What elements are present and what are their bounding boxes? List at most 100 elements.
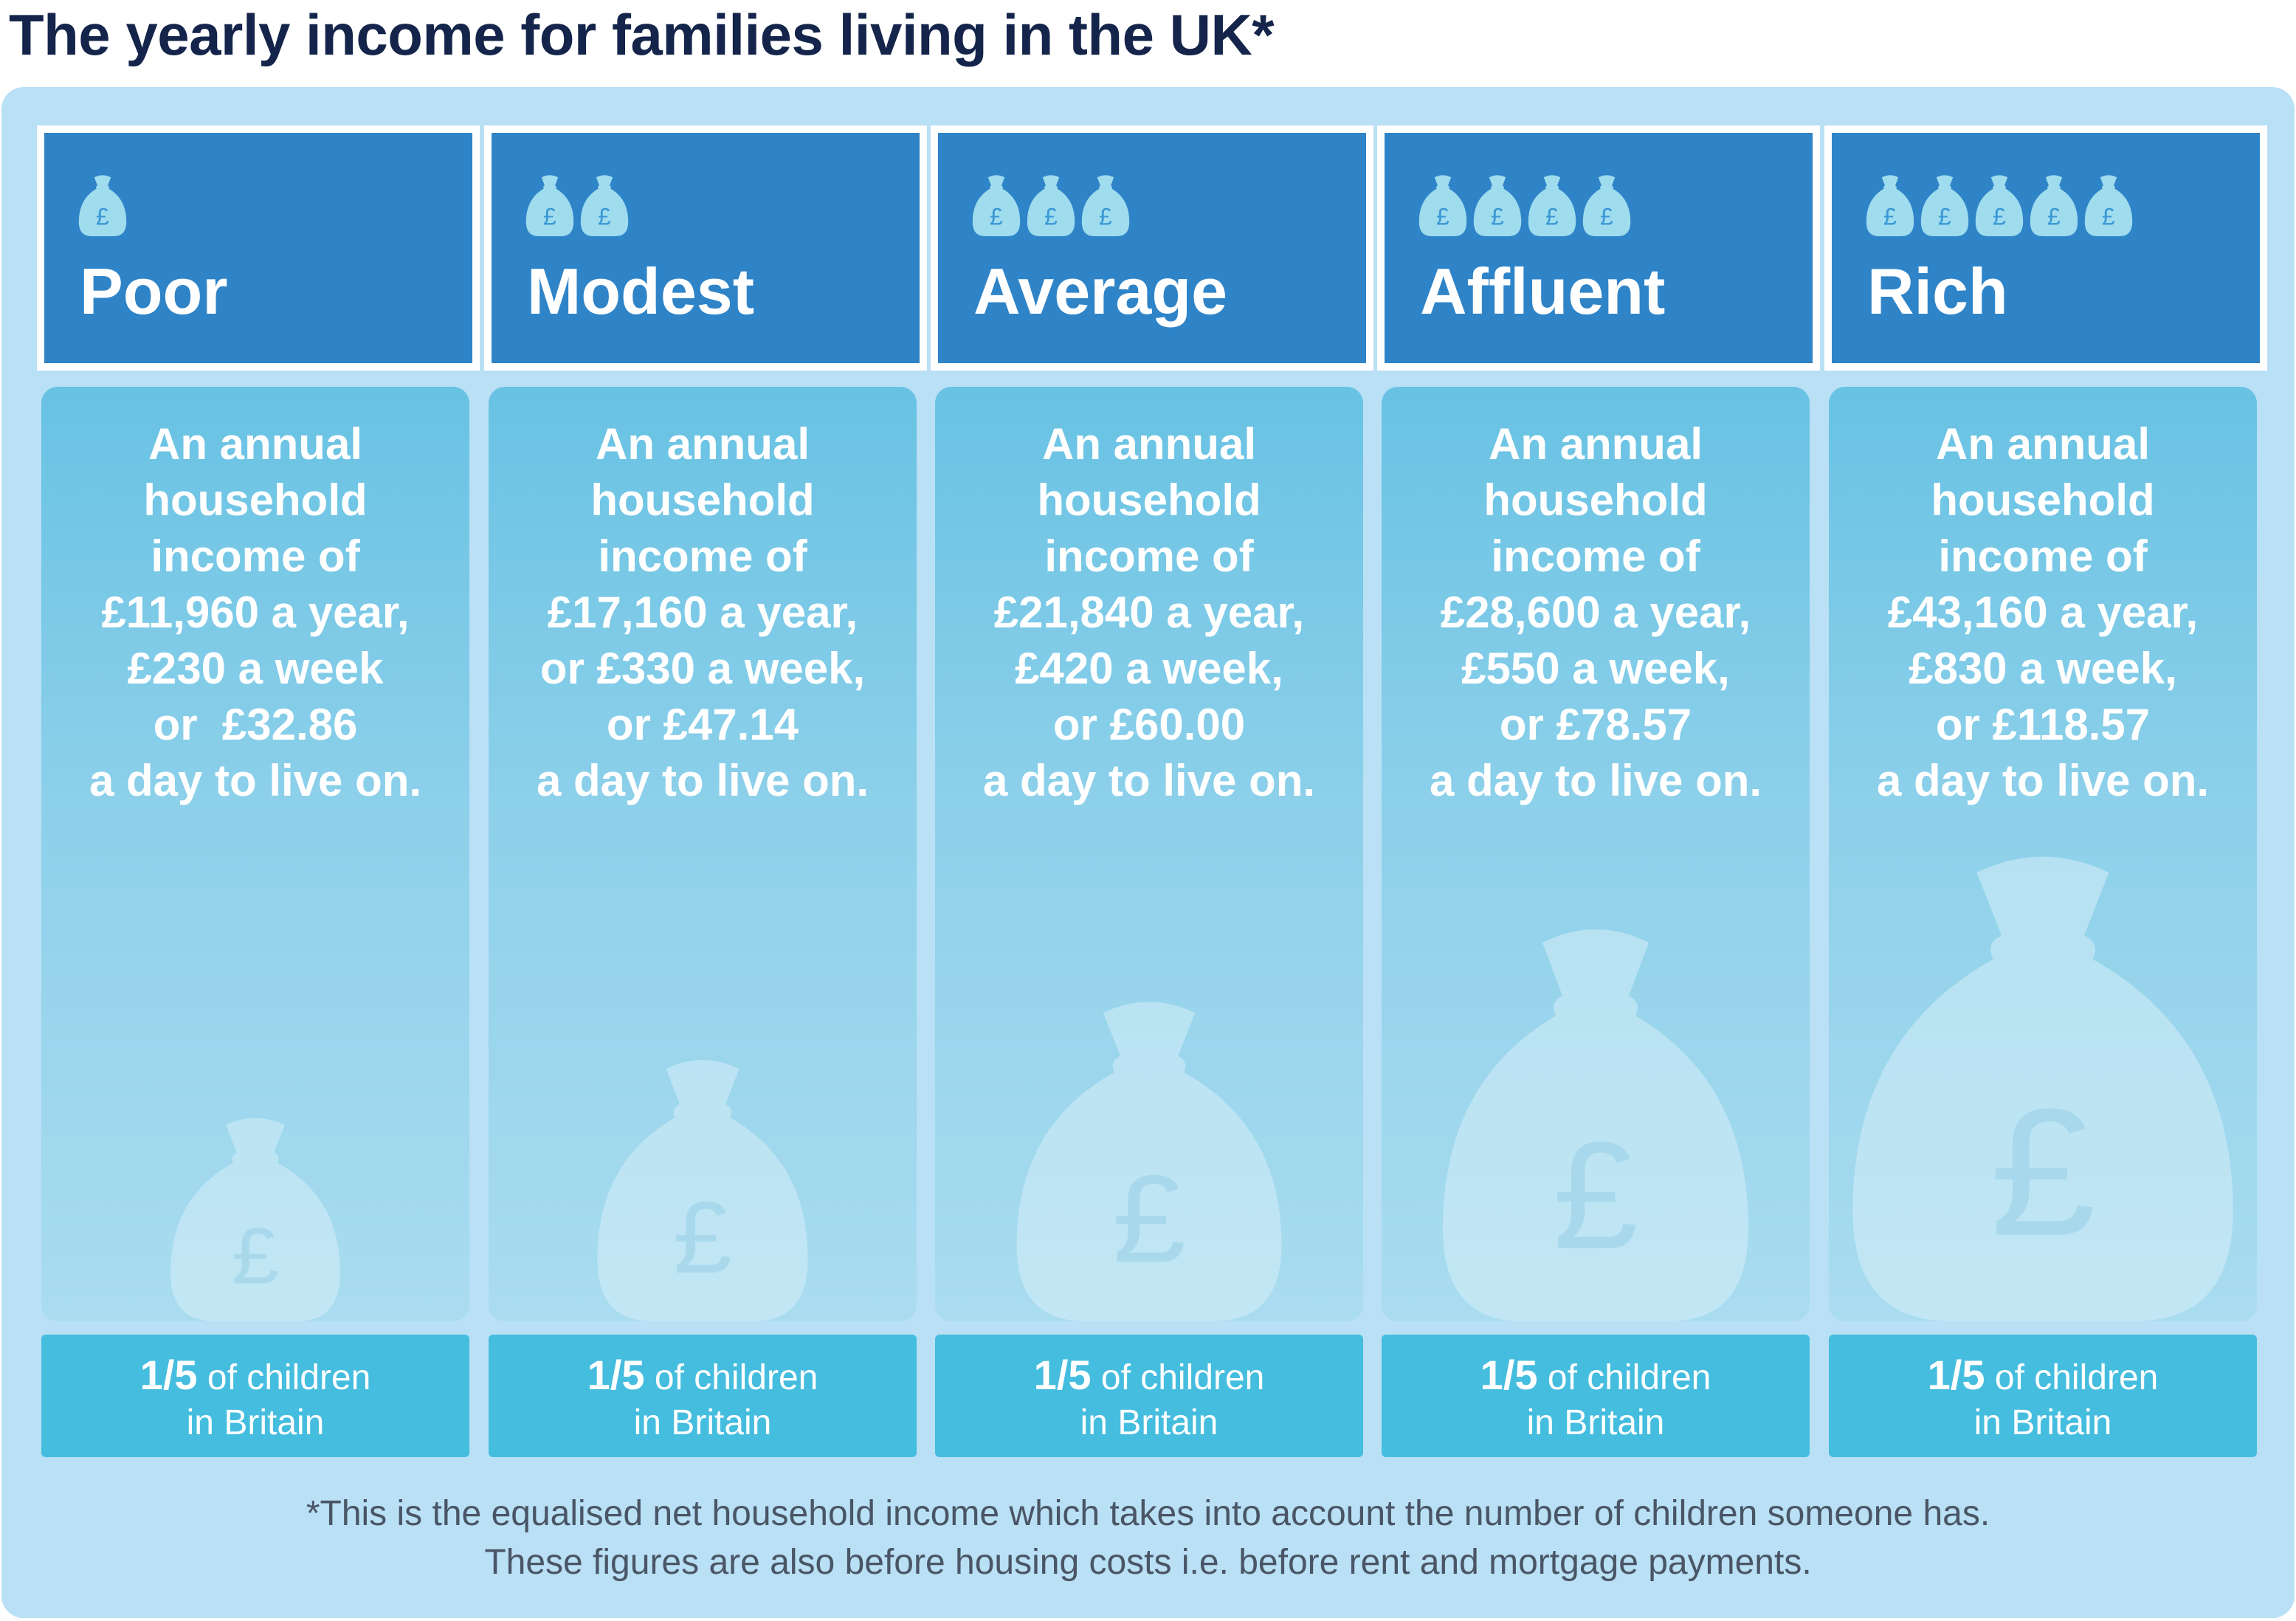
income-line: or £118.57 — [1935, 700, 2151, 749]
share-line-2: in Britain — [633, 1403, 772, 1442]
share-suffix: of children — [644, 1358, 818, 1397]
income-line: a day to live on. — [89, 756, 422, 805]
tier-header: £ £ Modest — [484, 125, 927, 371]
share-suffix: of children — [1091, 1358, 1265, 1397]
income-line: income of — [1938, 531, 2148, 581]
money-bag-illustration: £ — [588, 1056, 817, 1321]
tier-header: £ £ £ Average — [931, 125, 1373, 371]
money-bag-icon: £ — [597, 1060, 808, 1321]
money-bag-icon: £ — [78, 175, 127, 236]
money-bag-icon: £ — [1027, 175, 1075, 236]
income-line: or £32.86 — [153, 700, 358, 749]
svg-text:£: £ — [1600, 204, 1613, 230]
income-line: An annual — [1935, 419, 2150, 469]
share-fraction: 1/5 — [587, 1352, 645, 1398]
footnote-line-2: These figures are also before housing co… — [484, 1543, 1812, 1582]
income-line: or £60.00 — [1052, 700, 1246, 749]
income-line: £230 a week — [127, 644, 384, 693]
tier-header: £ £ £ £ Affluent — [1377, 125, 1820, 371]
share-line: 1/5 of children — [935, 1351, 1363, 1399]
income-line: or £47.14 — [606, 700, 799, 749]
share-fraction: 1/5 — [1033, 1352, 1092, 1398]
tier-header: £ Poor — [37, 125, 480, 371]
income-line: income of — [1491, 531, 1700, 581]
income-card: An annual household income of £43,160 a yea… — [1829, 387, 2257, 1321]
tier-bag-icons: £ £ £ — [971, 174, 1131, 236]
money-bag-icon: £ — [1852, 856, 2233, 1321]
children-share-card: 1/5 of children in Britain — [41, 1335, 469, 1457]
svg-text:£: £ — [598, 204, 611, 230]
income-line: household — [143, 475, 368, 525]
income-line: An annual — [1041, 419, 1256, 469]
income-line: £550 a week, — [1461, 644, 1730, 693]
income-card: An annual household income of £28,600 a yea… — [1382, 387, 1810, 1321]
money-bag-icon: £ — [1920, 175, 1969, 236]
income-line: or £330 a week, — [539, 644, 866, 693]
share-line: 1/5 of children — [1382, 1351, 1810, 1399]
svg-text:£: £ — [990, 204, 1003, 230]
tier-column-poor: £ Poor An annual household income of £11,960 … — [37, 87, 480, 1618]
income-line: £43,160 a year, — [1887, 588, 2199, 637]
money-bag-icon: £ — [1582, 175, 1631, 236]
income-line: £830 a week, — [1909, 644, 2177, 693]
share-line: 1/5 of children — [41, 1351, 469, 1399]
money-bag-icon: £ — [1418, 175, 1467, 236]
svg-text:£: £ — [2047, 204, 2061, 230]
share-fraction: 1/5 — [1927, 1352, 1985, 1398]
income-line: £21,840 a year, — [993, 588, 1305, 637]
money-bag-icon: £ — [1866, 175, 1914, 236]
children-share-card: 1/5 of children in Britain — [935, 1335, 1363, 1457]
share-line-2: in Britain — [186, 1403, 325, 1442]
money-bag-icon: £ — [1528, 175, 1576, 236]
svg-text:£: £ — [1938, 204, 1951, 230]
income-card: An annual household income of £21,840 a yea… — [935, 387, 1363, 1321]
page-title: The yearly income for families living in… — [9, 2, 1275, 67]
tier-name: Modest — [527, 255, 754, 328]
share-line: 1/5 of children — [489, 1351, 917, 1399]
money-bag-icon: £ — [580, 175, 629, 236]
share-fraction: 1/5 — [139, 1352, 198, 1398]
income-line: An annual — [148, 419, 362, 469]
share-suffix: of children — [197, 1358, 371, 1397]
income-line: or £78.57 — [1499, 700, 1692, 749]
income-card: An annual household income of £11,960 a yea… — [41, 387, 469, 1321]
svg-text:£: £ — [1044, 204, 1058, 230]
money-bag-illustration: £ — [1836, 849, 2250, 1321]
income-description: An annual household income of £11,960 a yea… — [41, 416, 469, 809]
svg-text:£: £ — [673, 1180, 731, 1294]
share-line-2: in Britain — [1526, 1403, 1665, 1442]
tier-column-rich: £ £ £ £ £ Rich An annual household income of £43,… — [1824, 87, 2267, 1618]
income-line: income of — [151, 531, 360, 581]
children-share-card: 1/5 of children in Britain — [1829, 1335, 2257, 1457]
income-line: a day to live on. — [1876, 756, 2210, 805]
income-line: a day to live on. — [536, 756, 869, 805]
income-line: household — [1931, 475, 2155, 525]
share-line-2: in Britain — [1973, 1403, 2112, 1442]
income-line: An annual — [1488, 419, 1703, 469]
money-bag-illustration: £ — [1430, 923, 1762, 1321]
income-line: household — [590, 475, 815, 525]
money-bag-icon: £ — [2030, 175, 2078, 236]
income-line: income of — [1044, 531, 1254, 581]
money-bag-icon: £ — [1975, 175, 2024, 236]
tier-name: Average — [973, 255, 1228, 328]
footnote-line-1: *This is the equalised net household inc… — [306, 1494, 1990, 1533]
money-bag-icon: £ — [1473, 175, 1522, 236]
svg-text:£: £ — [543, 204, 556, 230]
tier-column-modest: £ £ Modest An annual household income of £17,1… — [484, 87, 927, 1618]
tier-bag-icons: £ — [77, 174, 128, 236]
income-panel: £ Poor An annual household income of £11,960 … — [1, 87, 2295, 1618]
income-line: An annual — [595, 419, 810, 469]
money-bag-illustration: £ — [1005, 997, 1293, 1321]
income-line: £28,600 a year, — [1440, 588, 1751, 637]
share-line-2: in Britain — [1080, 1403, 1218, 1442]
income-line: £17,160 a year, — [547, 588, 858, 637]
tier-header: £ £ £ £ £ Rich — [1824, 125, 2267, 371]
tier-bag-icons: £ £ £ £ £ — [1864, 174, 2134, 236]
money-bag-illustration: £ — [163, 1115, 348, 1321]
money-bag-icon: £ — [2084, 175, 2133, 236]
tier-name: Rich — [1867, 255, 2008, 328]
svg-text:£: £ — [1990, 1071, 2095, 1273]
children-share-card: 1/5 of children in Britain — [1382, 1335, 1810, 1457]
